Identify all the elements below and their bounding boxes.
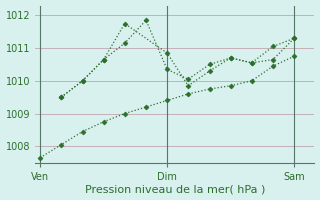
X-axis label: Pression niveau de la mer( hPa ): Pression niveau de la mer( hPa ) xyxy=(84,184,265,194)
